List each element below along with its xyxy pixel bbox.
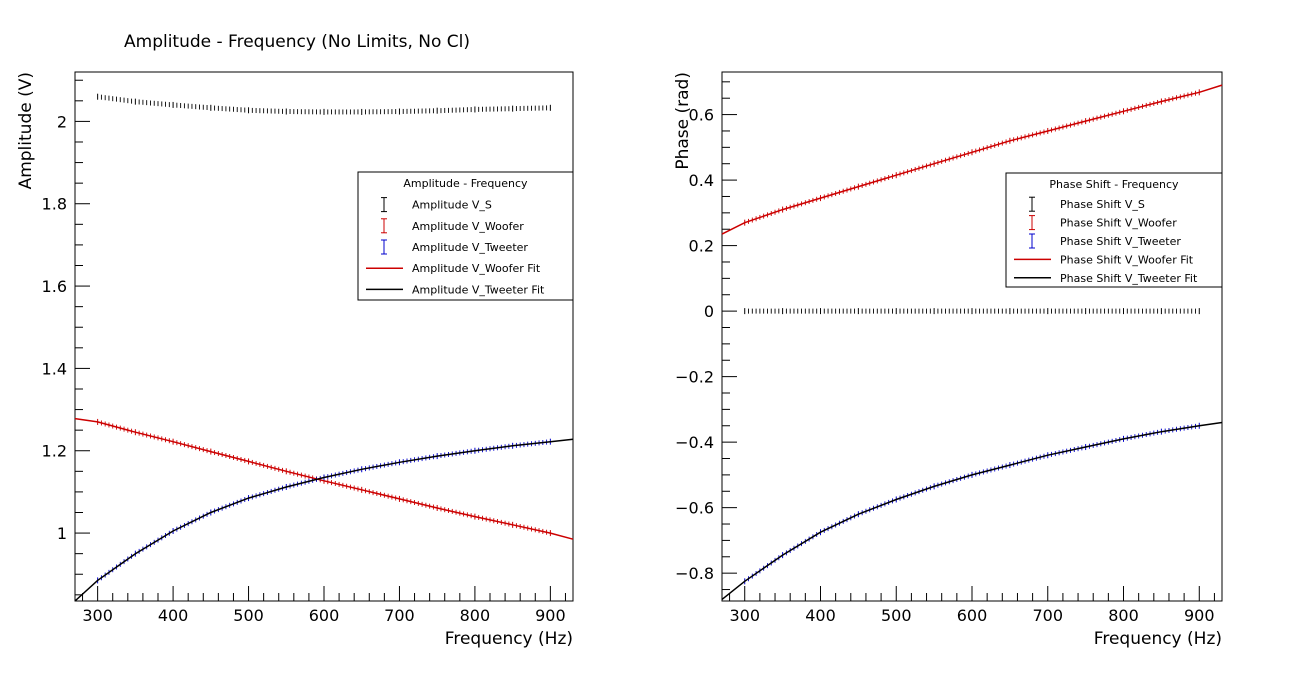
x-tick-label: 900 xyxy=(535,606,566,625)
legend-title: Phase Shift - Frequency xyxy=(1049,178,1179,191)
x-tick-label: 700 xyxy=(384,606,415,625)
legend-entry: Amplitude V_S xyxy=(412,199,492,212)
x-tick-label: 300 xyxy=(82,606,113,625)
y-tick-label: 0 xyxy=(704,302,714,321)
x-tick-label: 400 xyxy=(805,606,836,625)
x-tick-label: 800 xyxy=(460,606,491,625)
errorbar-series xyxy=(744,308,1200,315)
fit-line xyxy=(74,438,574,602)
y-tick-label: −0.8 xyxy=(675,564,714,583)
y-tick-label: 0.6 xyxy=(689,106,714,125)
legend-title: Amplitude - Frequency xyxy=(403,177,528,190)
legend-entry: Phase Shift V_Tweeter xyxy=(1060,235,1181,248)
legend-entry: Phase Shift V_S xyxy=(1060,198,1145,211)
y-tick-label: 1.6 xyxy=(42,277,67,296)
errorbar-series xyxy=(97,93,551,115)
y-tick-label: 1.8 xyxy=(42,195,67,214)
legend-entry: Phase Shift V_Woofer Fit xyxy=(1060,253,1194,266)
legend-entry: Phase Shift V_Woofer xyxy=(1060,217,1177,230)
x-tick-label: 400 xyxy=(158,606,189,625)
x-tick-label: 500 xyxy=(881,606,912,625)
x-tick-label: 500 xyxy=(233,606,264,625)
y-tick-label: −0.2 xyxy=(675,368,714,387)
legend: Phase Shift - Frequency Phase Shift V_S Ph… xyxy=(1005,172,1223,288)
legend-box xyxy=(1005,172,1223,288)
y-tick-label: 0.2 xyxy=(689,237,714,256)
x-tick-label: 600 xyxy=(309,606,340,625)
fit-line xyxy=(721,421,1223,600)
legend-entry: Amplitude V_Tweeter Fit xyxy=(412,283,545,296)
fit-line xyxy=(74,417,574,540)
y-tick-label: 1.2 xyxy=(42,442,67,461)
legend-entry: Amplitude V_Woofer Fit xyxy=(412,262,541,275)
x-axis-label: Frequency (Hz) xyxy=(445,629,573,649)
legend-entry: Phase Shift V_Tweeter Fit xyxy=(1060,272,1198,285)
x-axis-label: Frequency (Hz) xyxy=(1094,629,1222,649)
y-axis-label: Amplitude (V) xyxy=(16,72,36,189)
y-tick-label: −0.6 xyxy=(675,499,714,518)
y-tick-label: 1 xyxy=(57,524,67,543)
chart-title: Amplitude - Frequency (No Limits, No Cl) xyxy=(124,32,470,52)
x-tick-label: 600 xyxy=(957,606,988,625)
x-tick-label: 300 xyxy=(729,606,760,625)
errorbar-series xyxy=(97,438,551,584)
amplitude-frequency-chart: Amplitude - Frequency (No Limits, No Cl)… xyxy=(16,32,574,649)
phase-frequency-chart: 300 400 500 600 700 800 900 0.6 0.4 0.2 0 −0.2 −0.4 −… xyxy=(673,71,1223,649)
legend: Amplitude - Frequency Amplitude V_S Amplit… xyxy=(357,171,574,301)
legend-entry: Amplitude V_Tweeter xyxy=(412,241,528,254)
x-tick-label: 800 xyxy=(1108,606,1139,625)
y-tick-label: 1.4 xyxy=(42,359,67,378)
legend-entry: Amplitude V_Woofer xyxy=(412,220,524,233)
y-tick-label: 0.4 xyxy=(689,171,714,190)
x-tick-label: 700 xyxy=(1032,606,1063,625)
legend-box xyxy=(357,171,574,301)
y-tick-label: 2 xyxy=(57,112,67,131)
x-tick-label: 900 xyxy=(1184,606,1215,625)
y-tick-label: −0.4 xyxy=(675,433,714,452)
y-axis-label: Phase (rad) xyxy=(673,72,693,170)
fit-line xyxy=(721,84,1223,235)
errorbar-series xyxy=(744,422,1200,585)
